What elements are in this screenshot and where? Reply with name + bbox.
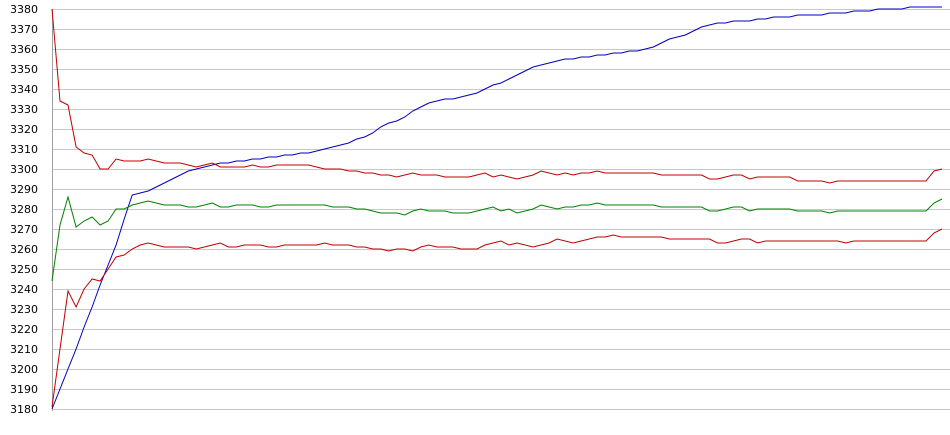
- y-tick-label: 3330: [10, 103, 38, 116]
- series-line-4: [51, 228, 943, 408]
- y-tick-label: 3180: [10, 403, 38, 416]
- y-tick-label: 3270: [10, 223, 38, 236]
- y-tick-label: 3380: [10, 3, 38, 16]
- y-tick-label: 3200: [10, 363, 38, 376]
- y-tick-label: 3250: [10, 263, 38, 276]
- y-tick-label: 3370: [10, 23, 38, 36]
- y-tick-label: 3300: [10, 163, 38, 176]
- y-tick-label: 3310: [10, 143, 38, 156]
- y-tick-label: 3350: [10, 63, 38, 76]
- y-tick-label: 3230: [10, 303, 38, 316]
- series-line-1: [51, 6, 942, 410]
- y-tick-label: 3340: [10, 83, 38, 96]
- y-axis-tick-labels: 3180 3190 3200 3210 3220 3230 3240 3250 3260 3270…: [10, 3, 38, 416]
- y-tick-label: 3260: [10, 243, 38, 256]
- y-tick-label: 3360: [10, 43, 38, 56]
- y-tick-label: 3240: [10, 283, 38, 296]
- grid: [52, 9, 950, 410]
- y-tick-label: 3320: [10, 123, 38, 136]
- series-line-3: [51, 195, 943, 282]
- y-tick-label: 3280: [10, 203, 38, 216]
- y-tick-label: 3190: [10, 383, 38, 396]
- series-lines: [51, 6, 943, 410]
- series-line-2: [51, 8, 943, 184]
- y-tick-label: 3220: [10, 323, 38, 336]
- y-tick-label: 3210: [10, 343, 38, 356]
- y-tick-label: 3290: [10, 183, 38, 196]
